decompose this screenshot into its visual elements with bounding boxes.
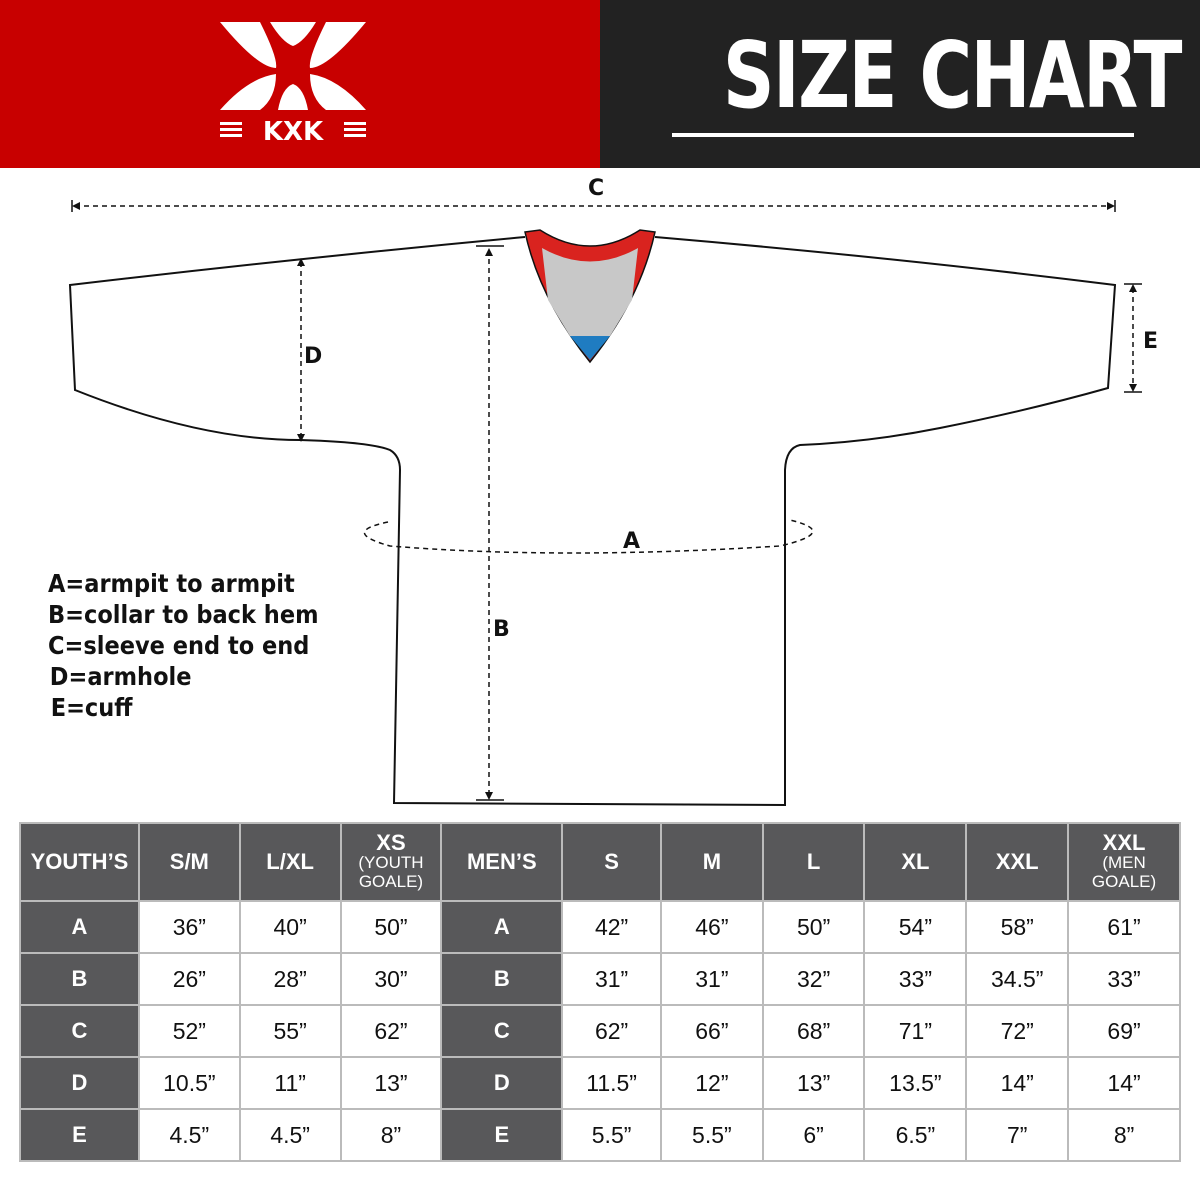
label-d: D [304, 344, 323, 369]
jersey-diagram [68, 200, 1142, 807]
size-label: XS [376, 830, 406, 855]
value-cell: 5.5” [660, 1108, 764, 1162]
size-header: M [660, 822, 764, 902]
size-header: XL [863, 822, 968, 902]
value-cell: 71” [863, 1004, 968, 1058]
legend-item: E=cuff [50, 693, 133, 722]
value-cell: 14” [1067, 1056, 1181, 1110]
label-b: B [493, 617, 510, 642]
legend-item: A=armpit to armpit [48, 569, 295, 598]
legend-item: B=collar to back hem [48, 600, 319, 629]
row-key: A [19, 900, 140, 954]
label-c: C [588, 176, 605, 201]
value-cell: 55” [238, 1004, 342, 1058]
value-cell: 36” [137, 900, 241, 954]
row-key: D [19, 1056, 140, 1110]
table-row: C 52” 55” 62” C 62” 66” 68” 71” 72” 69” [19, 1004, 1181, 1058]
size-header: L [761, 822, 866, 902]
row-key: D [440, 1056, 564, 1110]
value-cell: 31” [660, 952, 764, 1006]
measurement-legend: A=armpit to armpit B=collar to back hem … [48, 568, 319, 723]
value-cell: 68” [761, 1004, 866, 1058]
value-cell: 4.5” [238, 1108, 342, 1162]
row-key: E [19, 1108, 140, 1162]
row-key: B [19, 952, 140, 1006]
row-key: C [440, 1004, 564, 1058]
table-row: A 36” 40” 50” A 42” 46” 50” 54” 58” 61” [19, 900, 1181, 954]
value-cell: 50” [339, 900, 443, 954]
value-cell: 13” [761, 1056, 866, 1110]
value-cell: 8” [1067, 1108, 1181, 1162]
collar-icon [524, 229, 656, 364]
value-cell: 42” [561, 900, 662, 954]
value-cell: 13” [339, 1056, 443, 1110]
size-header: XXL (MEN GOALE) [1067, 822, 1181, 902]
value-cell: 11.5” [561, 1056, 662, 1110]
table-row: E 4.5” 4.5” 8” E 5.5” 5.5” 6” 6.5” 7” 8” [19, 1108, 1181, 1162]
value-cell: 69” [1067, 1004, 1181, 1058]
legend-item: D=armhole [49, 662, 192, 691]
value-cell: 62” [561, 1004, 662, 1058]
value-cell: 26” [137, 952, 241, 1006]
value-cell: 62” [339, 1004, 443, 1058]
value-cell: 32” [761, 952, 866, 1006]
size-sublabel: (YOUTH GOALE) [358, 853, 424, 891]
label-a: A [623, 529, 641, 554]
value-cell: 54” [863, 900, 968, 954]
value-cell: 6” [761, 1108, 866, 1162]
value-cell: 10.5” [137, 1056, 241, 1110]
value-cell: 14” [965, 1056, 1070, 1110]
size-header: XS (YOUTH GOALE) [339, 822, 443, 902]
value-cell: 58” [965, 900, 1070, 954]
table-row: B 26” 28” 30” B 31” 31” 32” 33” 34.5” 33” [19, 952, 1181, 1006]
size-header: XXL [965, 822, 1070, 902]
value-cell: 4.5” [137, 1108, 241, 1162]
size-table: YOUTH’S S/M L/XL XS (YOUTH GOALE) MEN’S S M L XL X… [19, 822, 1181, 1162]
size-header: S/M [137, 822, 241, 902]
value-cell: 52” [137, 1004, 241, 1058]
value-cell: 40” [238, 900, 342, 954]
header-title-panel [600, 0, 1200, 168]
value-cell: 46” [660, 900, 764, 954]
legend-item: C=sleeve end to end [48, 631, 310, 660]
value-cell: 8” [339, 1108, 443, 1162]
kxk-logo: KXK [220, 22, 366, 147]
title-underline [672, 133, 1134, 137]
row-key: E [440, 1108, 564, 1162]
value-cell: 33” [1067, 952, 1181, 1006]
row-key: B [440, 952, 564, 1006]
page-title: SIZE CHART [722, 22, 1183, 129]
men-header: MEN’S [440, 822, 564, 902]
value-cell: 66” [660, 1004, 764, 1058]
value-cell: 34.5” [965, 952, 1070, 1006]
row-key: C [19, 1004, 140, 1058]
value-cell: 13.5” [863, 1056, 968, 1110]
value-cell: 28” [238, 952, 342, 1006]
value-cell: 30” [339, 952, 443, 1006]
size-header: S [561, 822, 662, 902]
dimension-a-line [363, 519, 814, 554]
size-sublabel: (MEN GOALE) [1091, 853, 1157, 891]
size-header: L/XL [238, 822, 342, 902]
value-cell: 5.5” [561, 1108, 662, 1162]
table-header-row: YOUTH’S S/M L/XL XS (YOUTH GOALE) MEN’S S M L XL X… [19, 822, 1181, 902]
size-label: XXL [1102, 830, 1146, 855]
value-cell: 72” [965, 1004, 1070, 1058]
value-cell: 61” [1067, 900, 1181, 954]
value-cell: 12” [660, 1056, 764, 1110]
value-cell: 31” [561, 952, 662, 1006]
value-cell: 50” [761, 900, 866, 954]
value-cell: 33” [863, 952, 968, 1006]
logo-text: KXK [263, 117, 324, 147]
label-e: E [1143, 329, 1159, 354]
jersey-outline [68, 236, 1117, 807]
value-cell: 7” [965, 1108, 1070, 1162]
table-row: D 10.5” 11” 13” D 11.5” 12” 13” 13.5” 14” 14” [19, 1056, 1181, 1110]
youth-header: YOUTH’S [19, 822, 140, 902]
row-key: A [440, 900, 564, 954]
value-cell: 6.5” [863, 1108, 968, 1162]
value-cell: 11” [238, 1056, 342, 1110]
